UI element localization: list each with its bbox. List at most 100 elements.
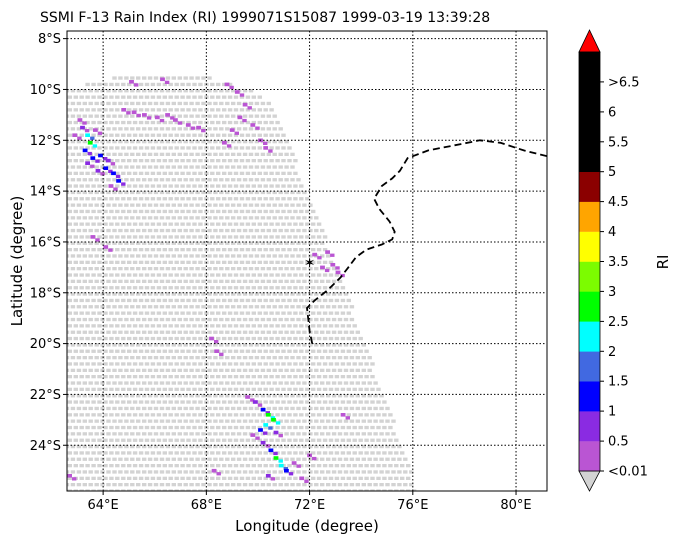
rain-cell [270, 416, 276, 420]
swath-pixel [337, 305, 343, 309]
swath-pixel [308, 457, 313, 461]
swath-pixel [260, 114, 266, 118]
swath-pixel [174, 387, 179, 391]
swath-pixel [272, 228, 277, 233]
swath-pixel [156, 451, 162, 455]
swath-pixel [287, 248, 292, 252]
swath-pixel [189, 394, 194, 398]
swath-pixel [150, 489, 156, 491]
swath-pixel [227, 324, 233, 328]
swath-pixel [266, 343, 271, 347]
swath-pixel [103, 311, 108, 315]
swath-pixel [361, 343, 366, 347]
swath-pixel [278, 406, 283, 411]
swath-pixel [97, 349, 102, 353]
swath-pixel [245, 184, 251, 188]
swath-pixel [233, 362, 239, 366]
swath-pixel [331, 356, 337, 360]
swath-pixel [85, 464, 90, 468]
swath-pixel [385, 432, 390, 436]
swath-pixel [144, 286, 150, 290]
swath-pixel [293, 159, 298, 163]
swath-pixel [334, 375, 340, 379]
swath-pixel [138, 133, 144, 137]
swath-pixel [231, 406, 236, 411]
swath-pixel [85, 451, 90, 455]
swath-pixel [296, 305, 301, 309]
swath-pixel [150, 464, 156, 468]
swath-pixel [216, 159, 221, 163]
rain-cell [268, 448, 274, 453]
swath-pixel [225, 165, 230, 169]
swath-pixel [284, 241, 289, 245]
swath-pixel [257, 273, 262, 277]
swath-pixel [340, 464, 346, 468]
swath-pixel [269, 248, 274, 252]
swath-pixel [290, 432, 295, 436]
swath-pixel [213, 241, 218, 245]
swath-pixel [376, 438, 381, 442]
swath-pixel [343, 444, 349, 449]
swath-pixel [189, 241, 194, 245]
swath-pixel [106, 483, 111, 487]
rain-cell [260, 440, 266, 445]
swath-pixel [147, 101, 153, 106]
swath-pixel [85, 222, 90, 226]
swath-pixel [174, 489, 179, 491]
swath-pixel [305, 311, 310, 315]
swath-pixel [132, 438, 138, 442]
swath-pixel [183, 356, 188, 360]
swath-pixel [349, 356, 355, 360]
swath-pixel [100, 432, 105, 436]
swath-pixel [201, 343, 206, 347]
swath-pixel [326, 381, 331, 385]
swath-pixel [103, 260, 108, 264]
rain-cell [95, 238, 100, 242]
swath-pixel [352, 324, 357, 328]
swath-pixel [147, 444, 153, 449]
swath-pixel [112, 241, 117, 245]
swath-pixel [216, 298, 221, 303]
swath-pixel [91, 413, 96, 417]
swath-pixel [189, 432, 194, 436]
swath-pixel [115, 387, 120, 391]
swath-pixel [171, 432, 176, 436]
swath-pixel [213, 330, 218, 334]
swath-pixel [198, 451, 203, 455]
swath-pixel [213, 228, 218, 233]
swath-pixel [245, 375, 251, 379]
swath-pixel [162, 298, 167, 303]
swath-pixel [254, 101, 260, 106]
swath-pixel [82, 381, 87, 385]
swath-pixel [322, 349, 328, 353]
rain-cell [260, 407, 266, 412]
swath-pixel [204, 298, 209, 303]
swath-pixel [213, 216, 218, 220]
swath-pixel [213, 317, 218, 322]
swath-pixel [106, 457, 111, 461]
swath-pixel [331, 394, 337, 398]
swath-pixel [127, 184, 132, 188]
swath-pixel [216, 133, 221, 137]
swath-pixel [278, 190, 283, 195]
swath-pixel [293, 476, 298, 480]
swath-pixel [245, 133, 251, 137]
swath-pixel [314, 305, 319, 309]
swath-pixel [73, 222, 78, 226]
swath-pixel [115, 260, 120, 264]
swath-pixel [349, 457, 355, 461]
swath-pixel [138, 120, 144, 125]
swath-pixel [213, 356, 218, 360]
swath-pixel [245, 349, 251, 353]
swath-pixel [248, 152, 254, 156]
swath-pixel [257, 197, 262, 201]
swath-pixel [251, 349, 256, 353]
swath-pixel [216, 260, 221, 264]
swath-pixel [67, 368, 70, 372]
swath-pixel [103, 438, 108, 442]
swath-pixel [248, 241, 254, 245]
swath-pixel [334, 438, 340, 442]
swath-pixel [147, 279, 153, 283]
swath-pixel [293, 375, 298, 379]
swath-pixel [269, 438, 274, 442]
